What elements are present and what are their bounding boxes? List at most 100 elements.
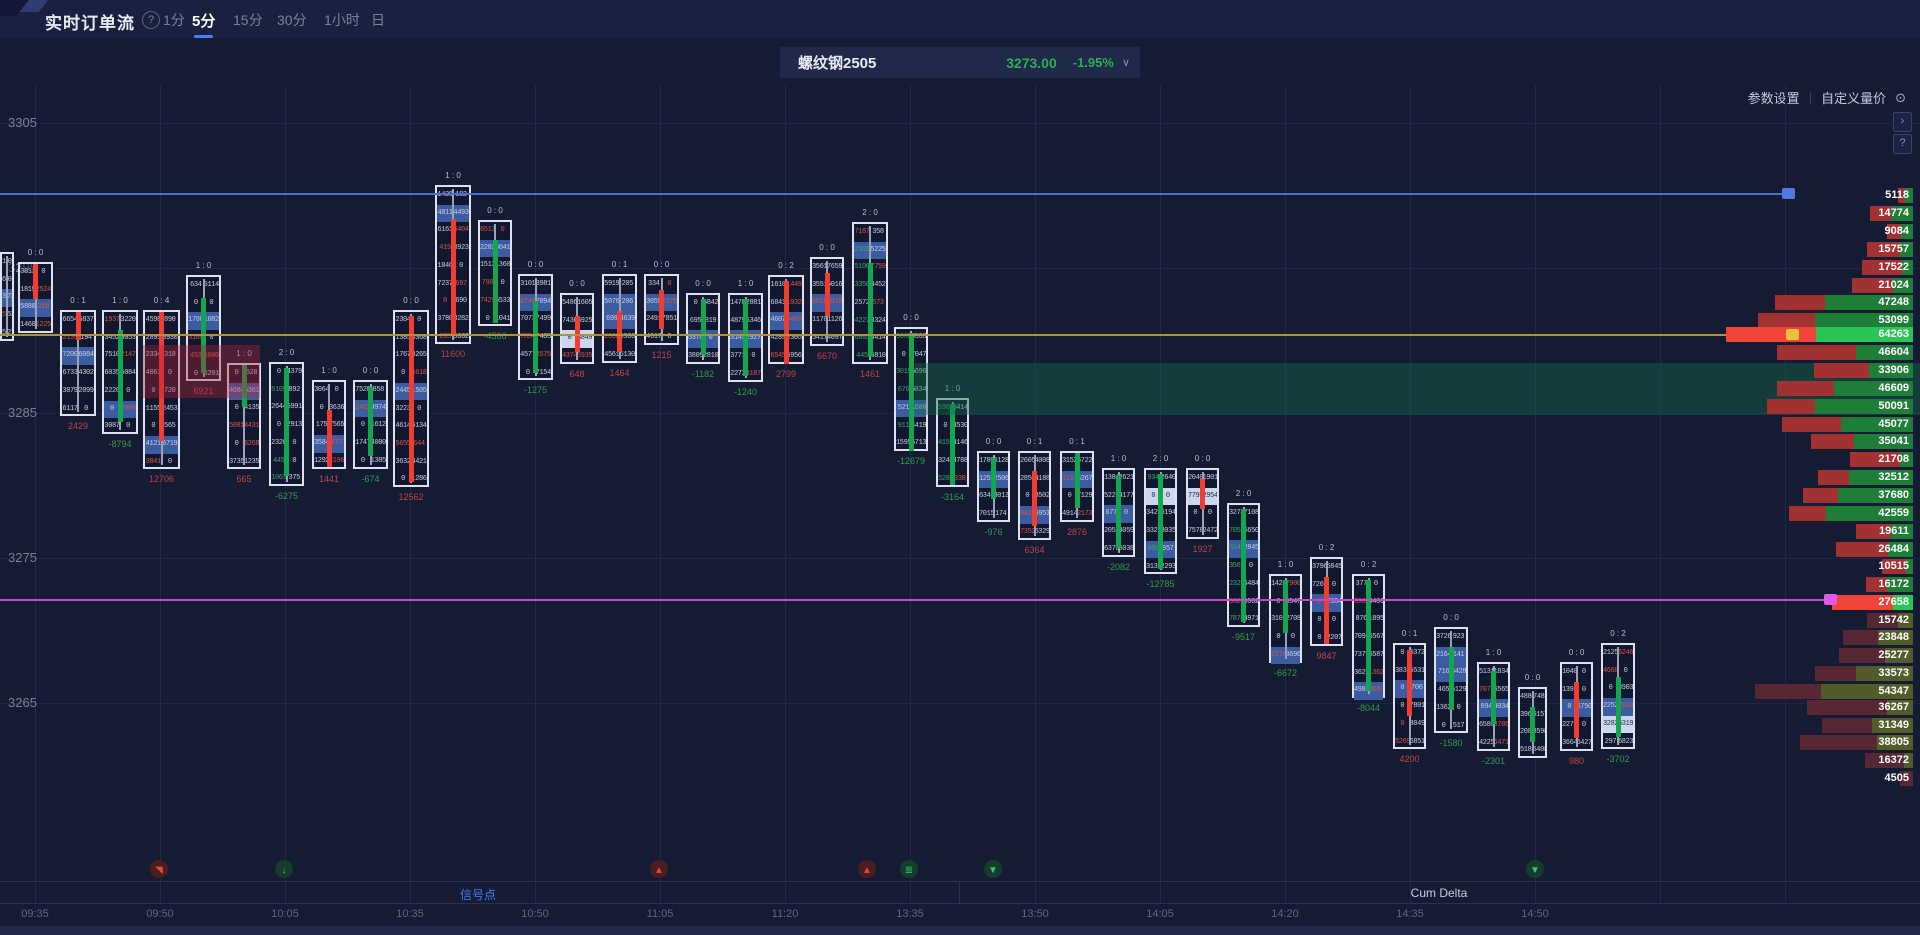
candle-delta-value: -9517	[1231, 631, 1256, 642]
bid-volume-cell: 4577	[520, 350, 536, 359]
tab-30分[interactable]: 30分	[277, 12, 307, 28]
ask-volume-cell: 3923	[453, 244, 469, 253]
bid-volume-cell: 1513	[480, 261, 495, 270]
instrument-selector[interactable]: 螺纹钢2505 3273.00 -1.95% ∨	[780, 47, 1140, 78]
tab-1小时[interactable]: 1小时	[324, 12, 360, 28]
ask-volume-cell: 0	[84, 404, 88, 413]
candle-header-counts: 0 : 1	[611, 260, 628, 269]
footprint-row: 377 0	[1354, 576, 1383, 594]
signal-panel-label[interactable]: 信号点	[459, 888, 497, 902]
bid-volume-cell: 0	[234, 369, 239, 377]
candle-body-down	[75, 312, 81, 341]
footprint-row: 7429 5533	[480, 293, 510, 311]
sell-volume-segment	[1882, 559, 1907, 574]
time-axis-label: 14:50	[1521, 908, 1549, 920]
footprint-row: 3240 4788	[938, 453, 967, 471]
expand-panel-button[interactable]: ›	[1893, 112, 1912, 132]
ask-volume-cell: 5547	[1285, 597, 1301, 606]
ask-volume-cell: 2524	[35, 285, 51, 294]
cum-delta-panel-label[interactable]: Cum Delta	[1410, 886, 1468, 900]
bid-volume-cell: 3841	[145, 457, 162, 466]
ask-volume-cell: 706	[1411, 684, 1423, 693]
candle-delta-value: 1927	[1192, 543, 1213, 554]
footprint-row: 1384 2621	[1104, 470, 1133, 488]
bid-volume-cell: 0	[193, 298, 198, 307]
footer-separator	[0, 881, 1920, 882]
footprint-row: 7352 6329	[1020, 524, 1049, 542]
bid-volume-cell: 0	[276, 421, 281, 430]
sell-volume-segment	[1869, 206, 1892, 221]
candle-header-counts: 0 : 2	[1318, 543, 1335, 552]
volume-profile-value: 27658	[1878, 596, 1909, 608]
footprint-row: 3132 2293	[1146, 559, 1175, 577]
param-settings-button[interactable]: 参数设置	[1747, 91, 1800, 106]
gear-icon[interactable]: ⊙	[1895, 89, 1906, 105]
ask-volume-cell: 565	[164, 422, 176, 431]
price-line-blue-marker[interactable]	[1782, 188, 1795, 199]
signal-marker-buy-icon[interactable]: ▼	[984, 860, 1002, 878]
bid-volume-cell: 4983	[1354, 686, 1369, 695]
ask-volume-cell: 7759	[870, 263, 886, 272]
footprint-row: 3726 923	[1436, 629, 1466, 647]
ask-volume-cell: 0	[667, 280, 672, 288]
ask-volume-cell: 4302	[78, 369, 94, 378]
ask-volume-cell: 957	[1162, 544, 1174, 553]
time-axis-label: 10:35	[396, 908, 424, 920]
ask-volume-cell: 6084	[120, 369, 136, 378]
tab-5分[interactable]: 5分	[192, 10, 215, 38]
bid-volume-cell: 4614	[395, 422, 411, 431]
ask-volume-cell: 5935	[577, 352, 592, 361]
volume-profile-row: 47248	[1775, 295, 1913, 310]
footprint-candle: 1040 0 1398 0 0 6750 2279 0 3664 6427	[1560, 662, 1593, 751]
candle-body-up	[1615, 676, 1621, 738]
bid-volume-cell: 5100	[854, 263, 870, 272]
bid-volume-cell: 6733	[62, 369, 78, 378]
ask-volume-cell: 4188	[1034, 474, 1050, 483]
ask-volume-cell: 0	[1290, 633, 1295, 642]
signal-marker-buy-icon[interactable]: ≣	[900, 860, 918, 878]
bid-volume-cell: 6117	[62, 404, 78, 413]
custom-volume-price-button[interactable]: 自定义量价	[1821, 91, 1887, 106]
bid-volume-cell: 0	[401, 475, 405, 484]
bid-volume-cell: 5378	[688, 334, 703, 343]
ask-volume-cell: 1901	[1202, 474, 1218, 482]
tab-1分[interactable]: 1分	[163, 12, 185, 28]
ask-volume-cell: 6084	[78, 351, 94, 360]
ask-volume-cell: 6329	[1034, 527, 1050, 536]
footprint-row: 3832 5531	[1395, 663, 1424, 681]
help-icon[interactable]: ?	[142, 11, 160, 29]
tab-15分[interactable]: 15分	[233, 12, 263, 28]
price-line-yellow-marker[interactable]	[1786, 329, 1799, 340]
signal-marker-sell-icon[interactable]: ▲	[858, 860, 876, 878]
signal-marker-sell-icon[interactable]: ◥	[150, 860, 168, 878]
ask-volume-cell: 2927	[745, 334, 761, 343]
signal-marker-buy-icon[interactable]: ↓	[275, 860, 293, 878]
footprint-row: 445 0	[271, 453, 302, 471]
footprint-candle: 2605 4008 2850 4188 0 3502 4422 5953 7352 6329	[1018, 451, 1051, 540]
price-line-magenta-marker[interactable]	[1824, 594, 1837, 605]
signal-marker-buy-icon[interactable]: ▼	[1526, 860, 1544, 878]
chevron-down-icon[interactable]: ∨	[1121, 57, 1130, 69]
volume-profile-value: 14774	[1878, 207, 1909, 219]
ask-volume-cell: 1449	[786, 281, 802, 289]
footprint-row: 790 0	[480, 275, 510, 293]
gridline-horizontal	[0, 123, 1920, 124]
ask-volume-cell: 6194	[1160, 509, 1176, 518]
footprint-candle: 1384 2621 5226 4177 677 0 2058 4059 6370 5038	[1102, 468, 1135, 557]
bid-volume-cell: 1155	[145, 404, 162, 413]
buy-volume-segment	[1868, 363, 1913, 378]
footprint-row: 934 2640	[1146, 470, 1175, 488]
bid-volume-cell: 0	[276, 368, 281, 376]
panel-help-button[interactable]: ?	[1893, 134, 1912, 154]
ask-volume-cell: 6268	[244, 439, 259, 448]
orderflow-chart[interactable]: 3305 3295 3285 3275 3265 09:35 09:50 10:05 10:35…	[0, 38, 1920, 935]
signal-marker-sell-icon[interactable]: ▲	[650, 860, 668, 878]
bid-volume-cell: 1460	[20, 321, 36, 330]
footprint-row: 0 3049	[1395, 716, 1424, 734]
bid-volume-cell: 2432	[355, 403, 371, 412]
bid-volume-cell: 808	[1147, 544, 1160, 553]
footprint-row: 3879 2099	[62, 383, 94, 401]
volume-profile-row: 42559	[1788, 506, 1913, 521]
tab-日[interactable]: 日	[371, 12, 385, 28]
ask-volume-cell: 5414	[952, 404, 968, 412]
